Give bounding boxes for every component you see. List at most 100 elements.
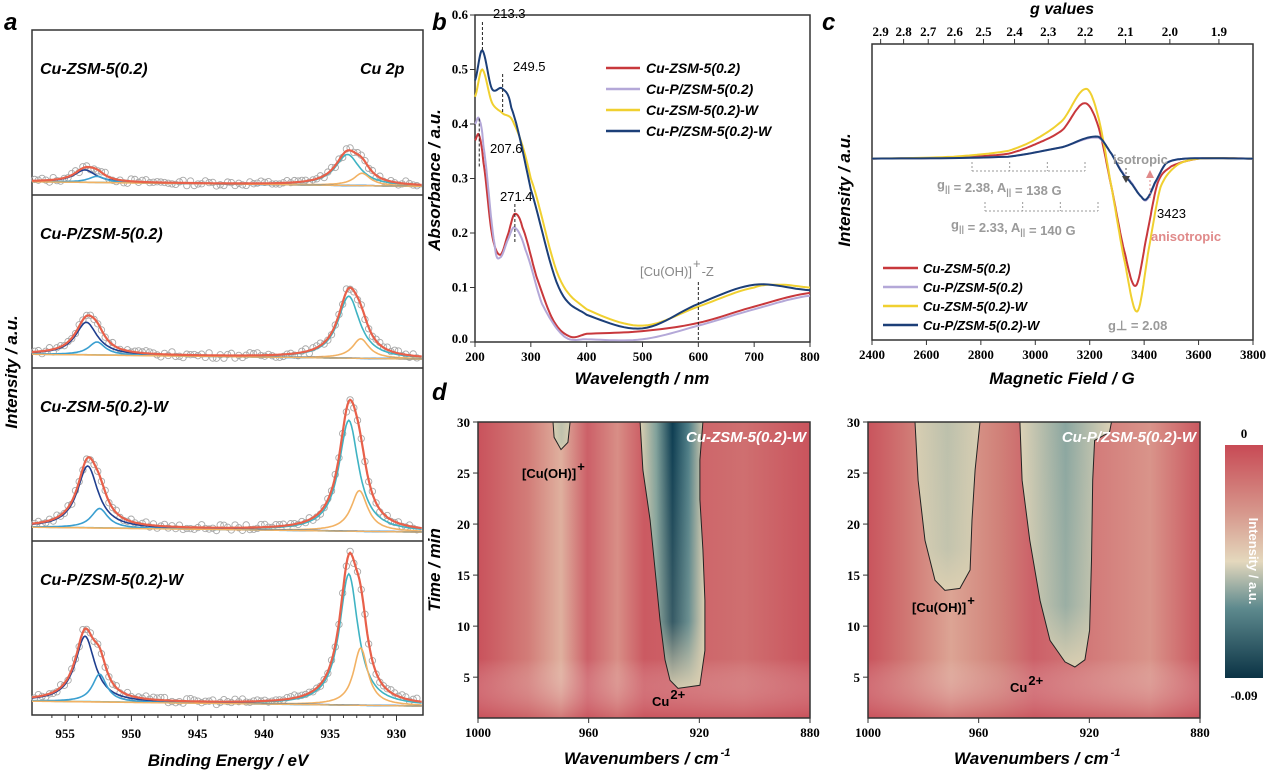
- peak-label: 271.4: [500, 189, 533, 204]
- a-value: 140 G: [1040, 223, 1075, 238]
- y-tick-label: 0.5: [452, 62, 469, 77]
- y-tick-label: 0.1: [452, 280, 468, 295]
- y-axis-label: Intensity / a.u.: [2, 315, 21, 428]
- y-tick-label: 15: [847, 568, 861, 583]
- species-label-sup: +: [577, 459, 585, 474]
- data-point: [90, 315, 98, 324]
- g-tick-label: 2.0: [1162, 24, 1178, 39]
- x-tick-label: 960: [579, 725, 599, 740]
- data-point: [97, 326, 106, 334]
- corner-label: Cu 2p: [360, 61, 405, 78]
- x-tick-label: 955: [55, 726, 75, 741]
- data-point: [94, 640, 102, 648]
- y-tick-label: 0.4: [452, 116, 469, 131]
- y-tick-label: 25: [847, 466, 861, 481]
- x-tick-label: 3400: [1131, 347, 1157, 362]
- x-tick-label: 960: [969, 725, 989, 740]
- x-tick-label: 3600: [1186, 347, 1212, 362]
- fit-envelope-line: [31, 398, 422, 530]
- background-line: [32, 353, 422, 360]
- data-point: [346, 547, 354, 556]
- fit-envelope-line: [31, 149, 422, 186]
- species-label-sup: +: [693, 256, 701, 271]
- species-label: [Cu(OH)]: [522, 466, 576, 481]
- panel-label-a: a: [4, 9, 17, 36]
- y-tick-label: 0.3: [452, 171, 469, 186]
- species-label-sup: 2+: [670, 687, 685, 702]
- panel-c-frame: [871, 43, 1254, 341]
- data-point: [346, 396, 354, 404]
- data-point: [101, 333, 109, 341]
- x-tick-label: 920: [1080, 725, 1100, 740]
- y-axis-label: Intensity / a.u.: [835, 133, 854, 246]
- g-tick-label: 2.2: [1077, 24, 1093, 39]
- data-point: [383, 685, 391, 693]
- data-point: [290, 176, 299, 185]
- species-label-sup: +: [967, 593, 975, 608]
- data-point: [350, 148, 358, 157]
- contour-line: [914, 421, 981, 591]
- g-tick-label: 2.6: [947, 24, 964, 39]
- legend-label: Cu-P/ZSM-5(0.2): [646, 81, 754, 97]
- fit-envelope-line: [31, 286, 422, 358]
- contour-line: [639, 421, 706, 689]
- x-tick-label: 800: [800, 349, 820, 364]
- x-tick-label: 880: [1190, 725, 1210, 740]
- colorbar-max-label: 0: [1241, 426, 1248, 441]
- data-point: [350, 288, 358, 296]
- x-tick-label: 300: [521, 349, 541, 364]
- series-line: [474, 49, 811, 330]
- x-tick-label: 945: [188, 726, 208, 741]
- heatmap-title: Cu-P/ZSM-5(0.2)-W: [1062, 429, 1198, 446]
- species-label: Cu: [652, 694, 669, 709]
- x-axis-label: Wavenumbers / cm: [954, 749, 1109, 768]
- legend-label: Cu-P/ZSM-5(0.2)-W: [923, 318, 1041, 333]
- y-tick-label: 5: [854, 670, 861, 685]
- heatmap-frame: [867, 421, 1201, 719]
- peak-label: 207.6: [490, 141, 523, 156]
- species-label: [Cu(OH)]: [912, 600, 966, 615]
- x-tick-label: 2800: [968, 347, 994, 362]
- x-axis-label-sup: -1: [721, 747, 731, 759]
- isotropic-label: isotropic: [1113, 152, 1168, 167]
- heatmap: [477, 421, 811, 719]
- xps-subpanel: [31, 285, 422, 362]
- data-point: [361, 157, 369, 165]
- data-point: [365, 164, 373, 173]
- data-point: [79, 316, 87, 324]
- fit-component-line: [31, 465, 422, 533]
- x-tick-label: 400: [577, 349, 597, 364]
- background-line: [32, 700, 422, 707]
- data-point: [216, 181, 224, 189]
- subpanel-label: Cu-ZSM-5(0.2): [40, 61, 148, 78]
- g-tick-label: 2.1: [1117, 24, 1133, 39]
- fit-component-line: [31, 635, 422, 707]
- legend-label: Cu-ZSM-5(0.2): [923, 261, 1010, 276]
- data-point: [71, 329, 80, 338]
- fit-envelope-line: [31, 551, 422, 703]
- x-tick-label: 3000: [1022, 347, 1048, 362]
- series-line: [474, 116, 811, 342]
- x-tick-label: 3200: [1077, 347, 1103, 362]
- g-tick-label: 2.5: [975, 24, 992, 39]
- series-line: [871, 135, 1253, 201]
- data-point: [94, 467, 102, 475]
- legend-label: Cu-P/ZSM-5(0.2)-W: [646, 123, 773, 139]
- subpanel-label: Cu-P/ZSM-5(0.2): [40, 226, 163, 243]
- arrow-up-icon: [1146, 170, 1154, 178]
- background-line: [32, 526, 422, 533]
- x-tick-label: 3800: [1240, 347, 1266, 362]
- y-tick-label: 0.2: [452, 225, 468, 240]
- y-tick-label: 30: [847, 415, 860, 430]
- data-point: [82, 162, 91, 170]
- x-tick-label: 880: [800, 725, 820, 740]
- g-value: 2.38: [965, 180, 990, 195]
- species-label: Cu: [1010, 680, 1027, 695]
- x-tick-label: 600: [689, 349, 709, 364]
- legend-label: Cu-ZSM-5(0.2)-W: [923, 299, 1029, 314]
- legend-label: Cu-ZSM-5(0.2): [646, 60, 740, 76]
- x-tick-label: 930: [387, 726, 407, 741]
- x-axis-label-sup: -1: [1111, 747, 1121, 759]
- x-tick-label: 1000: [465, 725, 491, 740]
